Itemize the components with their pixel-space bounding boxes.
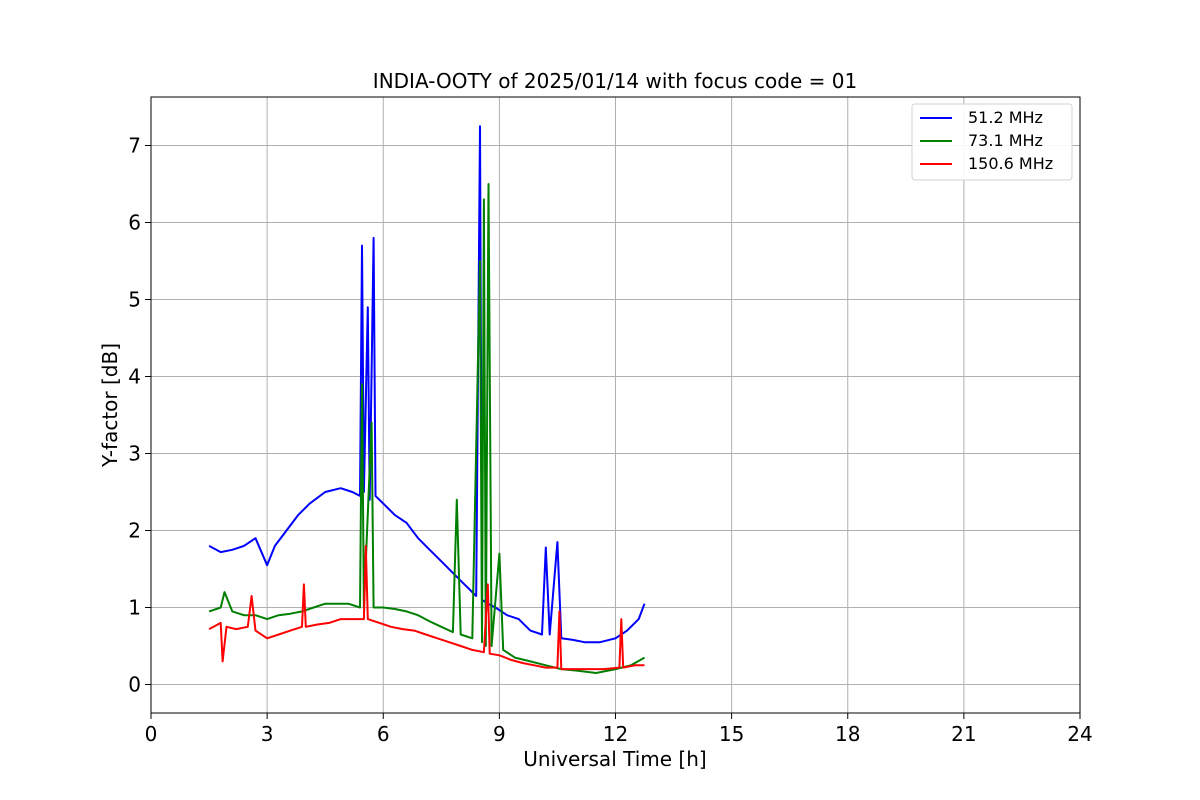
x-axis-label: Universal Time [h] [523, 747, 706, 771]
y-tick-label: 1 [128, 596, 141, 620]
x-tick-label: 9 [493, 722, 506, 746]
legend-box [911, 103, 1073, 181]
y-tick-label: 3 [128, 442, 141, 466]
legend-label-1: 73.1 MHz [968, 131, 1043, 150]
x-tick-label: 0 [145, 722, 158, 746]
x-tick-label: 6 [377, 722, 390, 746]
legend-label-0: 51.2 MHz [968, 108, 1043, 127]
series-layer [208, 125, 646, 674]
y-tick-label: 0 [128, 673, 141, 697]
series-line-1 [208, 183, 645, 674]
x-tick-label: 21 [951, 722, 976, 746]
y-tick-label: 7 [128, 134, 141, 158]
legend: 51.2 MHz 73.1 MHz 150.6 MHz [911, 103, 1073, 181]
y-tick-label: 2 [128, 519, 141, 543]
x-tick-label: 12 [603, 722, 628, 746]
x-tick-label: 15 [719, 722, 744, 746]
x-tick-label: 24 [1067, 722, 1092, 746]
y-tick-label: 6 [128, 211, 141, 235]
y-axis-label: Y-factor [dB] [98, 343, 122, 468]
chart-title: INDIA-OOTY of 2025/01/14 with focus code… [373, 69, 857, 93]
y-tick-label: 4 [128, 365, 141, 389]
x-tick-label: 3 [261, 722, 274, 746]
x-axis-ticks: 0 3 6 9 12 15 18 21 24 [145, 713, 1093, 746]
x-tick-label: 18 [835, 722, 860, 746]
series-line-0 [208, 125, 646, 644]
y-tick-label: 5 [128, 288, 141, 312]
series-line-2 [208, 544, 645, 671]
y-axis-ticks: 0 1 2 3 4 5 6 7 [128, 134, 151, 697]
legend-label-2: 150.6 MHz [968, 154, 1053, 173]
